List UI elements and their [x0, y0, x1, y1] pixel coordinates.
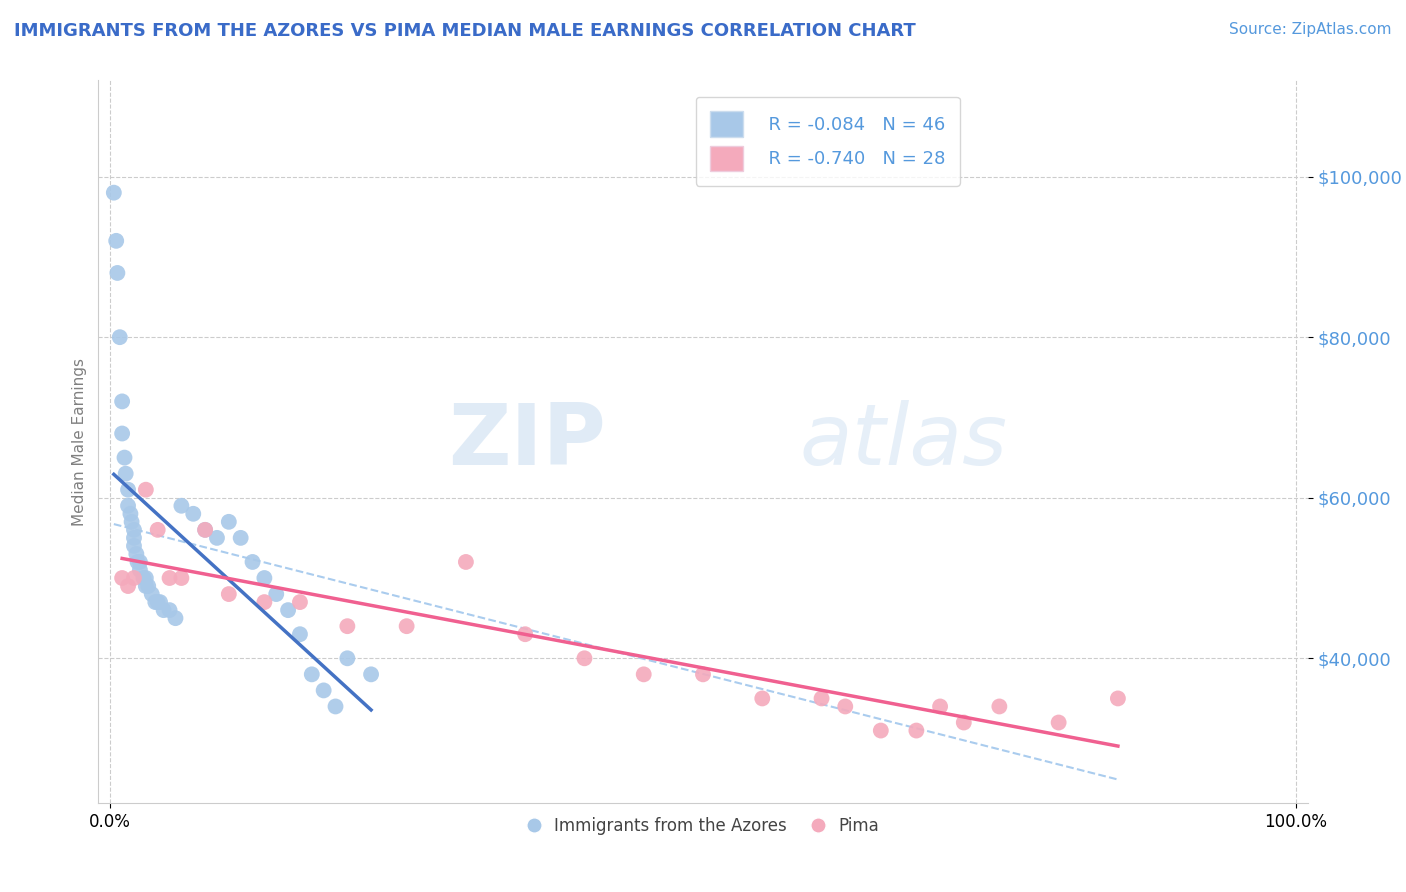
Point: [165, 611, 187, 625]
Point: [454, 555, 477, 569]
Point: [170, 499, 193, 513]
Point: [122, 523, 145, 537]
Point: [135, 571, 157, 585]
Text: atlas: atlas: [800, 400, 1008, 483]
Point: [205, 531, 228, 545]
Point: [288, 627, 311, 641]
Point: [125, 547, 148, 561]
Point: [325, 699, 347, 714]
Point: [170, 571, 193, 585]
Point: [301, 667, 323, 681]
Point: [122, 539, 145, 553]
Point: [141, 587, 163, 601]
Point: [108, 330, 131, 344]
Point: [129, 563, 152, 577]
Point: [103, 186, 125, 200]
Point: [135, 483, 157, 497]
Point: [1047, 715, 1070, 730]
Point: [929, 699, 952, 714]
Point: [574, 651, 596, 665]
Point: [288, 595, 311, 609]
Point: [159, 603, 181, 617]
Point: [869, 723, 891, 738]
Point: [988, 699, 1011, 714]
Point: [143, 595, 166, 609]
Point: [360, 667, 382, 681]
Point: [264, 587, 287, 601]
Point: [834, 699, 856, 714]
Point: [218, 515, 240, 529]
Point: [905, 723, 928, 738]
Point: [132, 571, 155, 585]
Point: [218, 587, 240, 601]
Point: [146, 523, 169, 537]
Point: [242, 555, 264, 569]
Legend: Immigrants from the Azores, Pima: Immigrants from the Azores, Pima: [520, 810, 886, 841]
Point: [952, 715, 974, 730]
Point: [336, 651, 359, 665]
Point: [127, 555, 149, 569]
Point: [129, 555, 152, 569]
Point: [111, 394, 134, 409]
Point: [253, 571, 276, 585]
Point: [1107, 691, 1129, 706]
Point: [135, 579, 157, 593]
Text: IMMIGRANTS FROM THE AZORES VS PIMA MEDIAN MALE EARNINGS CORRELATION CHART: IMMIGRANTS FROM THE AZORES VS PIMA MEDIA…: [14, 22, 915, 40]
Point: [111, 426, 134, 441]
Text: ZIP: ZIP: [449, 400, 606, 483]
Point: [633, 667, 655, 681]
Text: Source: ZipAtlas.com: Source: ZipAtlas.com: [1229, 22, 1392, 37]
Point: [120, 507, 142, 521]
Point: [111, 571, 134, 585]
Point: [121, 515, 143, 529]
Point: [152, 603, 174, 617]
Point: [105, 266, 128, 280]
Point: [117, 499, 139, 513]
Point: [194, 523, 217, 537]
Point: [149, 595, 172, 609]
Point: [312, 683, 335, 698]
Point: [114, 467, 136, 481]
Point: [229, 531, 252, 545]
Point: [253, 595, 276, 609]
Point: [159, 571, 181, 585]
Point: [336, 619, 359, 633]
Point: [751, 691, 773, 706]
Point: [515, 627, 537, 641]
Point: [395, 619, 418, 633]
Point: [146, 595, 169, 609]
Point: [122, 531, 145, 545]
Point: [277, 603, 299, 617]
Point: [810, 691, 832, 706]
Point: [114, 450, 136, 465]
Point: [105, 234, 128, 248]
Y-axis label: Median Male Earnings: Median Male Earnings: [72, 358, 87, 525]
Point: [117, 483, 139, 497]
Point: [122, 571, 145, 585]
Point: [194, 523, 217, 537]
Point: [181, 507, 204, 521]
Point: [692, 667, 714, 681]
Point: [136, 579, 159, 593]
Point: [117, 579, 139, 593]
